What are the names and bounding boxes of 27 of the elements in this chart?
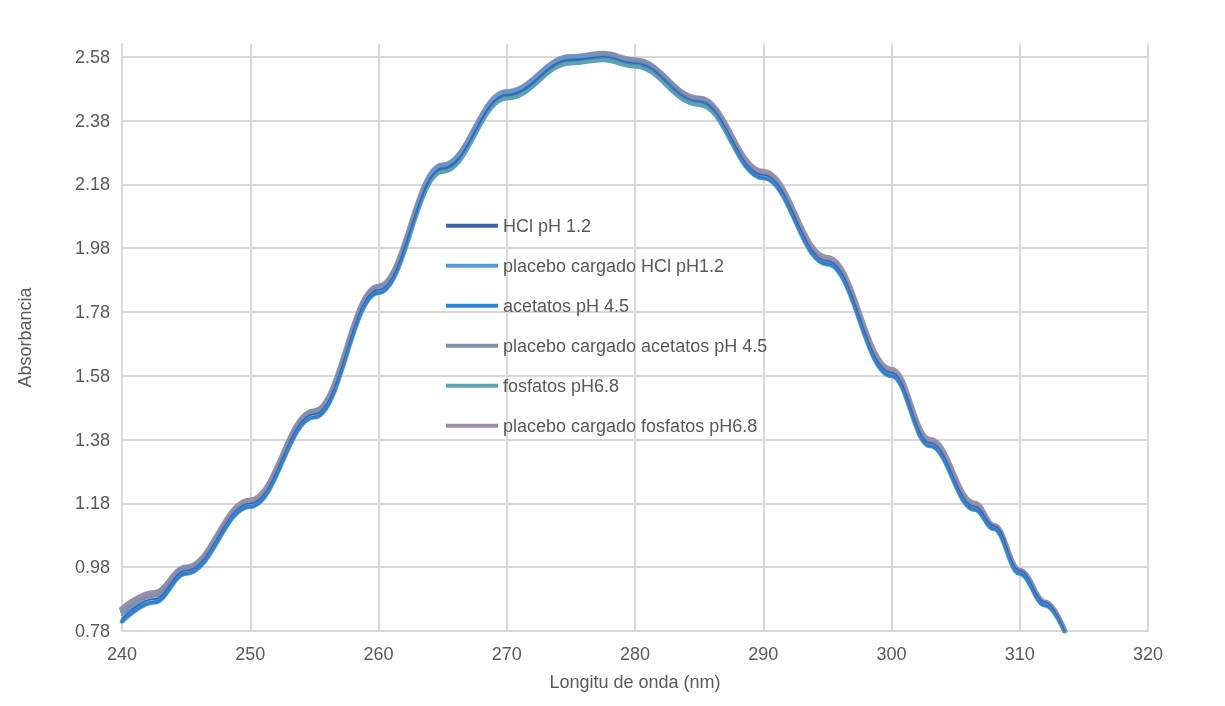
x-tick-label: 280: [619, 644, 651, 664]
x-tick-label: 260: [363, 644, 394, 664]
y-tick-label: 1.18: [74, 493, 110, 514]
x-axis-title: Longitu de onda (nm): [549, 672, 721, 692]
legend-label: fosfatos pH6.8: [503, 375, 620, 396]
x-tick-label: 300: [876, 644, 907, 664]
x-tick-label: 320: [1132, 644, 1164, 664]
x-tick-label: 310: [1004, 644, 1035, 664]
x-tick-label: 250: [235, 644, 266, 664]
legend-label: placebo cargado acetatos pH 4.5: [503, 335, 768, 356]
y-tick-label: 1.58: [74, 365, 110, 386]
y-tick-label: 1.98: [74, 238, 110, 259]
y-tick-label: 2.18: [74, 174, 110, 195]
y-tick-label: 0.78: [74, 621, 110, 641]
legend-label: placebo cargado fosfatos pH6.8: [503, 415, 758, 436]
x-tick-label: 270: [491, 644, 522, 664]
x-tick-label: 240: [106, 644, 138, 664]
y-tick-label: 0.98: [74, 557, 110, 578]
y-tick-label: 1.38: [74, 429, 110, 450]
y-tick-label: 2.38: [74, 110, 110, 131]
y-tick-label: 2.58: [74, 46, 110, 67]
legend-label: HCl pH 1.2: [503, 215, 592, 236]
x-tick-label: 290: [748, 644, 779, 664]
legend-label: placebo cargado HCl pH1.2: [503, 255, 725, 276]
legend-label: acetatos pH 4.5: [503, 295, 630, 316]
y-axis-title: Absorbancia: [15, 286, 35, 388]
y-tick-label: 1.78: [74, 301, 110, 322]
